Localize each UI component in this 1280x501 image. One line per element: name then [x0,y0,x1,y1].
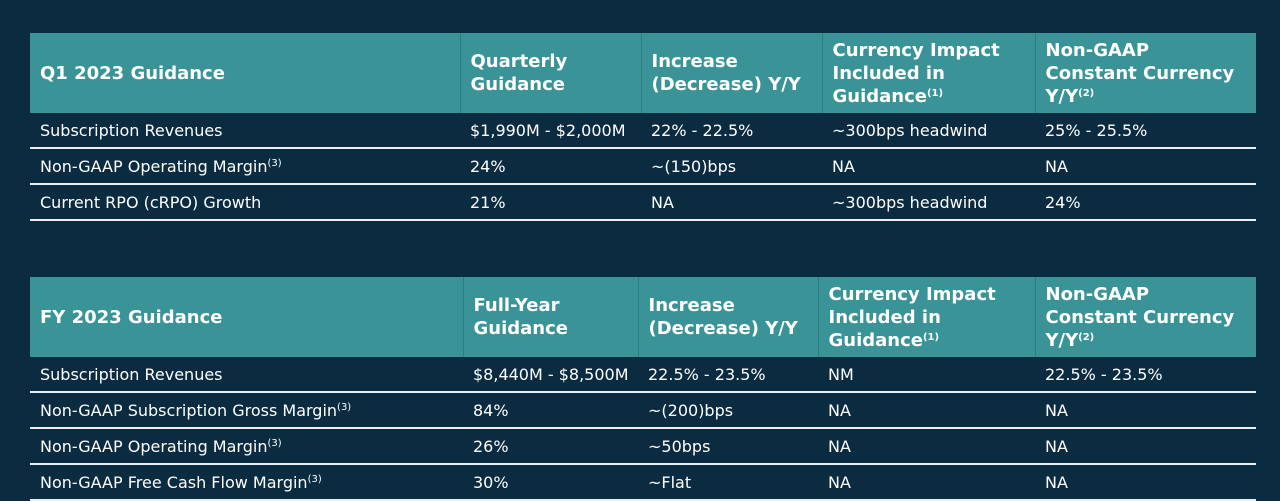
table-cell: 21% [460,184,641,221]
table-cell: ~50bps [638,428,818,465]
table-cell: NA [822,148,1035,185]
header-cell: Increase (Decrease) Y/Y [637,277,818,357]
table-cell: 22.5% - 23.5% [638,357,818,393]
row-label-cell: Subscription Revenues [30,113,460,149]
row-label-cell: Non-GAAP Subscription Gross Margin(3) [30,392,463,429]
table-cell: ~(200)bps [638,392,818,429]
table-cell: 26% [463,428,638,465]
header-text: Increase (Decrease) Y/Y [648,295,798,339]
header-text: FY 2023 Guidance [40,306,223,328]
footnote-ref: (3) [307,473,322,485]
footnote-ref: (3) [267,437,282,449]
table-row: Non-GAAP Free Cash Flow Margin(3) 30% ~Fla… [30,464,1256,501]
header-cell: Non-GAAP Constant Currency Y/Y(2) [1034,277,1256,357]
table-cell: ~300bps headwind [822,113,1035,149]
table-cell: NA [818,392,1035,429]
header-cell: Increase (Decrease) Y/Y [640,33,822,113]
table-row: Non-GAAP Operating Margin(3) 24% ~(150)bps… [30,148,1256,185]
table-cell: 24% [1035,184,1256,221]
table-cell: NA [818,428,1035,465]
header-cell: Currency Impact Included in Guidance(1) [817,277,1035,357]
table-cell: 30% [463,464,638,501]
footnote-ref: (2) [1078,87,1095,99]
table-cell: 25% - 25.5% [1035,113,1256,149]
footnote-ref: (3) [267,157,282,169]
table-cell: 24% [460,148,641,185]
table-cell: NA [818,464,1035,501]
table-cell: NA [1035,428,1256,465]
row-label-cell: Non-GAAP Operating Margin(3) [30,428,463,465]
row-label-cell: Non-GAAP Free Cash Flow Margin(3) [30,464,463,501]
table-row: Subscription Revenues $8,440M - $8,500M 22… [30,357,1256,393]
header-cell: Non-GAAP Constant Currency Y/Y(2) [1034,33,1256,113]
table-cell: NA [641,184,822,221]
header-text: Non-GAAP Constant Currency Y/Y [1045,39,1235,107]
row-label-cell: Non-GAAP Operating Margin(3) [30,148,460,185]
header-text: Non-GAAP Constant Currency Y/Y [1045,283,1235,351]
row-label: Non-GAAP Operating Margin [40,156,268,176]
guidance-table: FY 2023 Guidance Full-Year Guidance Increa… [30,277,1256,501]
table-row: Current RPO (cRPO) Growth 21% NA ~300bps he… [30,184,1256,221]
table-cell: $1,990M - $2,000M [460,113,641,149]
header-cell: Full-Year Guidance [462,277,638,357]
header-text: Full-Year Guidance [473,295,568,339]
row-label: Subscription Revenues [40,364,223,384]
row-label-cell: Subscription Revenues [30,357,463,393]
table-cell: NA [1035,392,1256,429]
table-cell: 22.5% - 23.5% [1035,357,1256,393]
row-label: Current RPO (cRPO) Growth [40,192,262,212]
footnote-ref: (3) [337,401,352,413]
footnote-ref: (1) [922,331,940,343]
table-row: Non-GAAP Operating Margin(3) 26% ~50bps NA N… [30,428,1256,465]
table-row: Subscription Revenues $1,990M - $2,000M 22… [30,113,1256,149]
guidance-table: Q1 2023 Guidance Quarterly Guidance Increa… [30,33,1256,221]
table-cell: ~(150)bps [641,148,822,185]
table-cell: 22% - 22.5% [641,113,822,149]
table-cell: NA [1035,148,1256,185]
header-text: Q1 2023 Guidance [40,62,225,84]
header-cell: Q1 2023 Guidance [30,33,460,113]
header-text: Currency Impact Included in Guidance [828,283,996,351]
row-label-cell: Current RPO (cRPO) Growth [30,184,460,221]
table-cell: $8,440M - $8,500M [463,357,638,393]
footnote-ref: (1) [926,87,944,99]
header-text: Increase (Decrease) Y/Y [651,51,801,95]
table-cell: NA [1035,464,1256,501]
header-text: Quarterly Guidance [470,51,568,95]
footnote-ref: (2) [1078,331,1095,343]
header-cell: Currency Impact Included in Guidance(1) [821,33,1035,113]
table-cell: 84% [463,392,638,429]
header-row: FY 2023 Guidance Full-Year Guidance Increa… [30,277,1256,357]
row-label: Non-GAAP Subscription Gross Margin [40,400,338,420]
table-cell: ~300bps headwind [822,184,1035,221]
row-label: Subscription Revenues [40,120,223,140]
table-cell: ~Flat [638,464,818,501]
header-row: Q1 2023 Guidance Quarterly Guidance Increa… [30,33,1256,113]
header-cell: FY 2023 Guidance [30,277,463,357]
table-cell: NM [818,357,1035,393]
header-text: Currency Impact Included in Guidance [832,39,1000,107]
header-cell: Quarterly Guidance [459,33,641,113]
row-label: Non-GAAP Free Cash Flow Margin [40,472,308,492]
row-label: Non-GAAP Operating Margin [40,436,268,456]
table-row: Non-GAAP Subscription Gross Margin(3) 84%… [30,392,1256,429]
